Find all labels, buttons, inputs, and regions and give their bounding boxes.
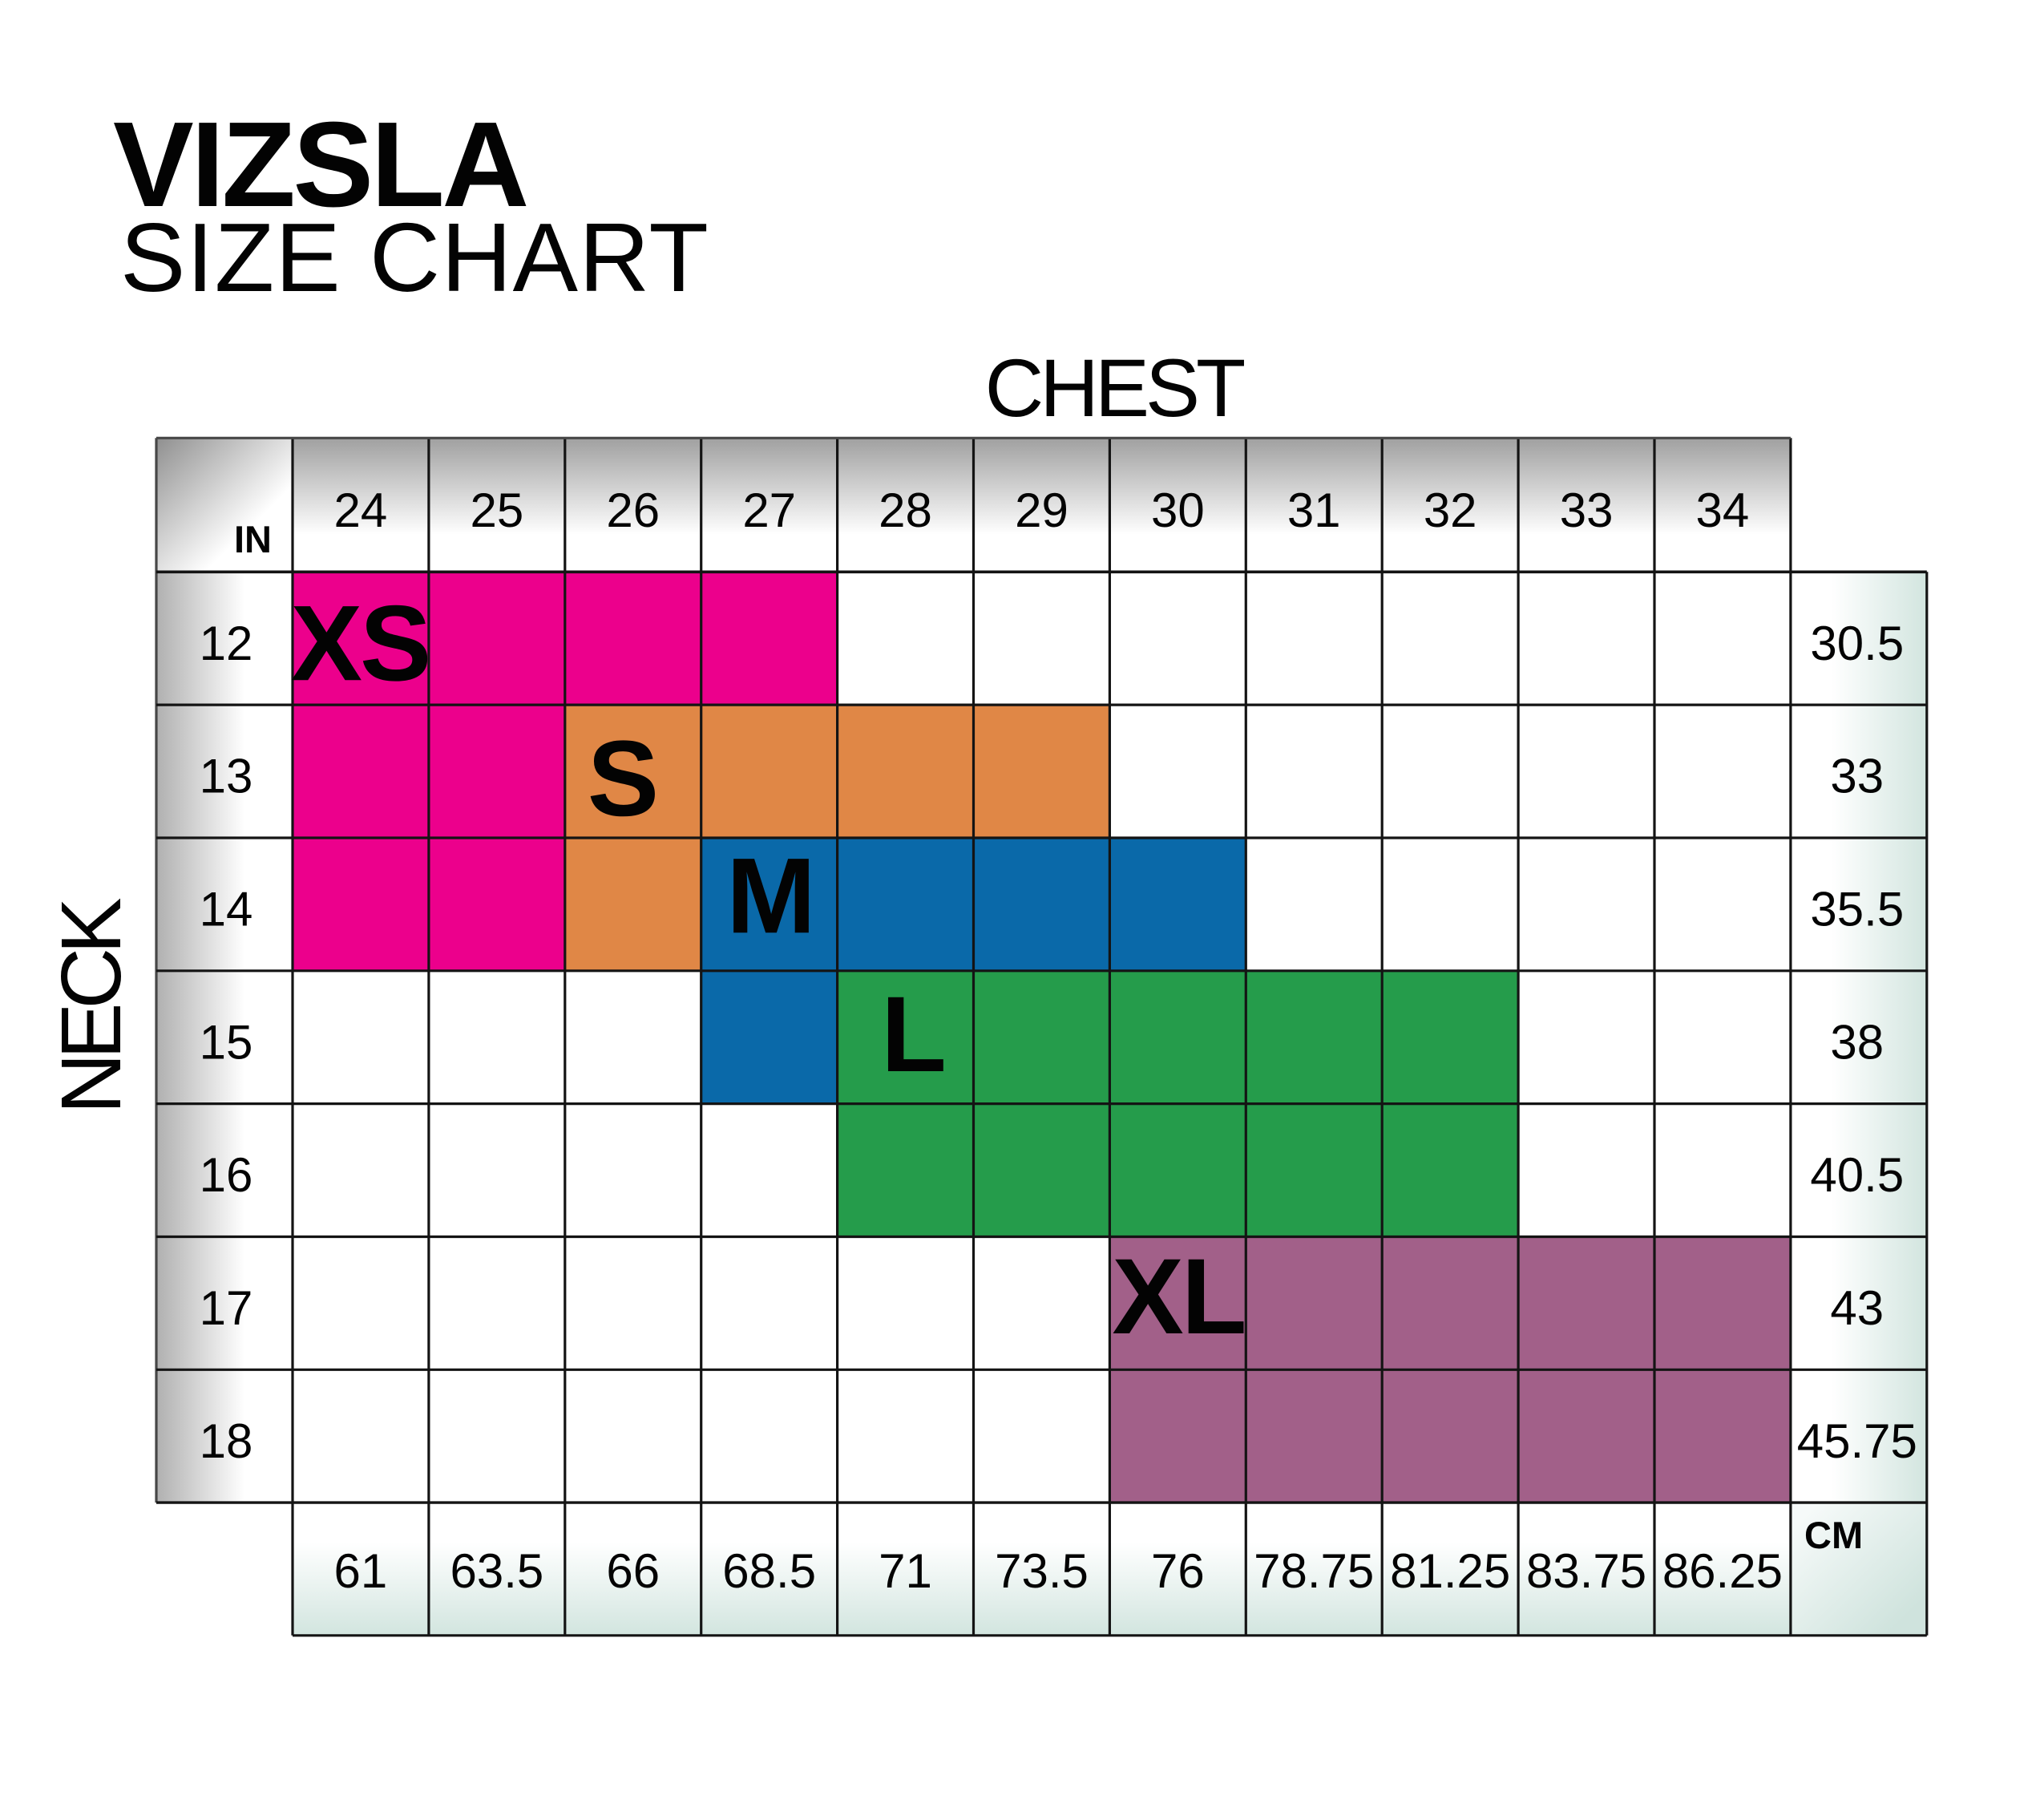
svg-text:29: 29	[1015, 483, 1068, 537]
svg-text:81.25: 81.25	[1390, 1544, 1510, 1598]
svg-text:26: 26	[606, 483, 660, 537]
svg-text:83.75: 83.75	[1526, 1544, 1646, 1598]
svg-text:68.5: 68.5	[722, 1544, 816, 1598]
svg-text:34: 34	[1696, 483, 1750, 537]
svg-text:76: 76	[1151, 1544, 1205, 1598]
svg-text:40.5: 40.5	[1810, 1148, 1904, 1202]
svg-text:18: 18	[200, 1414, 253, 1468]
svg-text:25: 25	[471, 483, 524, 537]
svg-text:63.5: 63.5	[450, 1544, 544, 1598]
svg-text:66: 66	[606, 1544, 660, 1598]
svg-text:VIZSLA: VIZSLA	[113, 96, 527, 232]
svg-text:30: 30	[1151, 483, 1205, 537]
svg-text:30.5: 30.5	[1810, 617, 1904, 670]
svg-text:XS: XS	[291, 584, 430, 703]
svg-text:35.5: 35.5	[1810, 883, 1904, 936]
svg-text:XL: XL	[1112, 1237, 1244, 1357]
svg-text:71: 71	[879, 1544, 932, 1598]
svg-text:78.75: 78.75	[1254, 1544, 1374, 1598]
svg-text:33: 33	[1830, 750, 1884, 803]
svg-text:17: 17	[200, 1281, 253, 1335]
svg-text:24: 24	[334, 483, 388, 537]
svg-text:15: 15	[200, 1015, 253, 1069]
svg-text:27: 27	[742, 483, 796, 537]
svg-text:45.75: 45.75	[1797, 1414, 1917, 1468]
svg-text:14: 14	[200, 883, 253, 936]
svg-text:73.5: 73.5	[995, 1544, 1089, 1598]
svg-text:L: L	[881, 975, 947, 1094]
svg-text:28: 28	[879, 483, 932, 537]
svg-text:S: S	[588, 719, 659, 839]
svg-text:32: 32	[1424, 483, 1477, 537]
svg-text:16: 16	[200, 1148, 253, 1202]
svg-text:86.25: 86.25	[1662, 1544, 1783, 1598]
svg-text:31: 31	[1287, 483, 1341, 537]
svg-text:IN: IN	[234, 518, 272, 560]
svg-text:43: 43	[1830, 1281, 1884, 1335]
svg-text:SIZE CHART: SIZE CHART	[120, 203, 709, 312]
svg-text:12: 12	[200, 617, 253, 670]
svg-text:33: 33	[1560, 483, 1614, 537]
svg-text:NECK: NECK	[44, 898, 139, 1114]
svg-text:CHEST: CHEST	[985, 342, 1244, 434]
svg-text:61: 61	[334, 1544, 388, 1598]
svg-text:13: 13	[200, 750, 253, 803]
svg-text:M: M	[726, 836, 816, 956]
svg-text:38: 38	[1830, 1015, 1884, 1069]
svg-text:CM: CM	[1804, 1514, 1863, 1556]
